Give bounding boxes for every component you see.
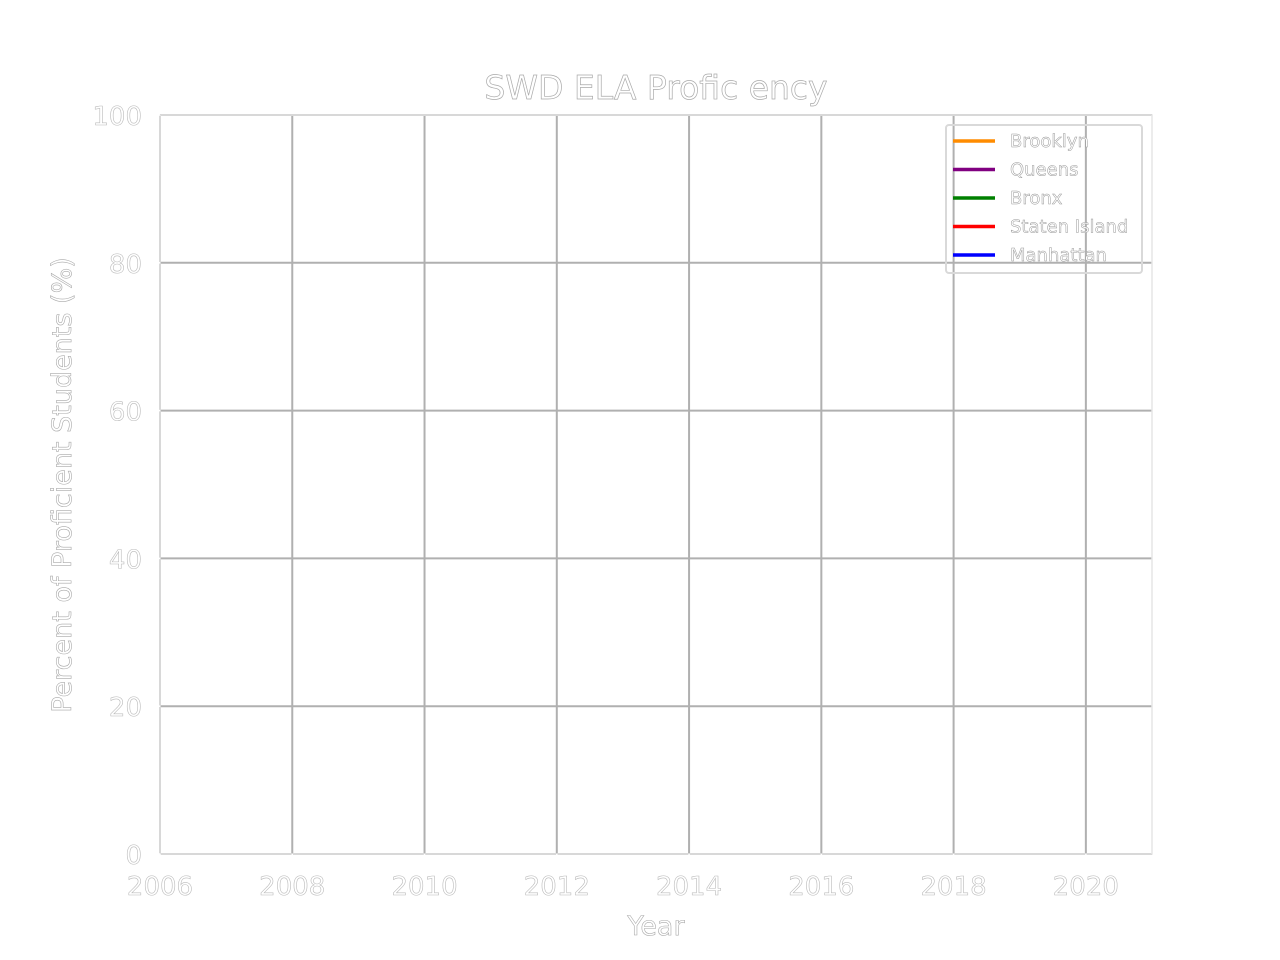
x-tick-label: 2018 xyxy=(921,872,987,902)
x-tick-label: 2014 xyxy=(656,872,722,902)
grid xyxy=(159,114,1152,855)
chart-title: SWD ELA Profic ency xyxy=(484,68,827,107)
x-tick-label: 2012 xyxy=(524,872,590,902)
legend-label: Staten Island xyxy=(1010,217,1128,238)
x-tick-label: 2020 xyxy=(1053,872,1119,902)
legend-label: Manhattan xyxy=(1010,245,1107,266)
x-tick-label: 2006 xyxy=(127,872,193,902)
y-tick-label: 60 xyxy=(109,398,142,428)
y-axis-label: Percent of Proficient Students (%) xyxy=(47,257,78,713)
axis-ticks: 2006 2008 2010 2012 2014 2016 2018 2020 0 20 40 60 8… xyxy=(92,102,1119,903)
x-axis-label: Year xyxy=(626,911,685,942)
legend-box xyxy=(945,124,1143,274)
y-tick-label: 40 xyxy=(109,545,142,575)
legend-label: Bronx xyxy=(1010,188,1063,209)
plot-area-frame xyxy=(159,114,1153,855)
legend: Brooklyn Queens Bronx Staten Island Manhatta… xyxy=(945,124,1143,274)
y-tick-label: 20 xyxy=(109,693,142,723)
y-tick-label: 80 xyxy=(109,250,142,280)
y-tick-label: 100 xyxy=(92,102,142,132)
legend-label: Brooklyn xyxy=(1010,131,1089,152)
y-tick-label: 0 xyxy=(125,841,142,871)
x-tick-label: 2010 xyxy=(391,872,457,902)
x-tick-label: 2008 xyxy=(259,872,325,902)
x-tick-label: 2016 xyxy=(788,872,854,902)
legend-label: Queens xyxy=(1010,160,1079,181)
